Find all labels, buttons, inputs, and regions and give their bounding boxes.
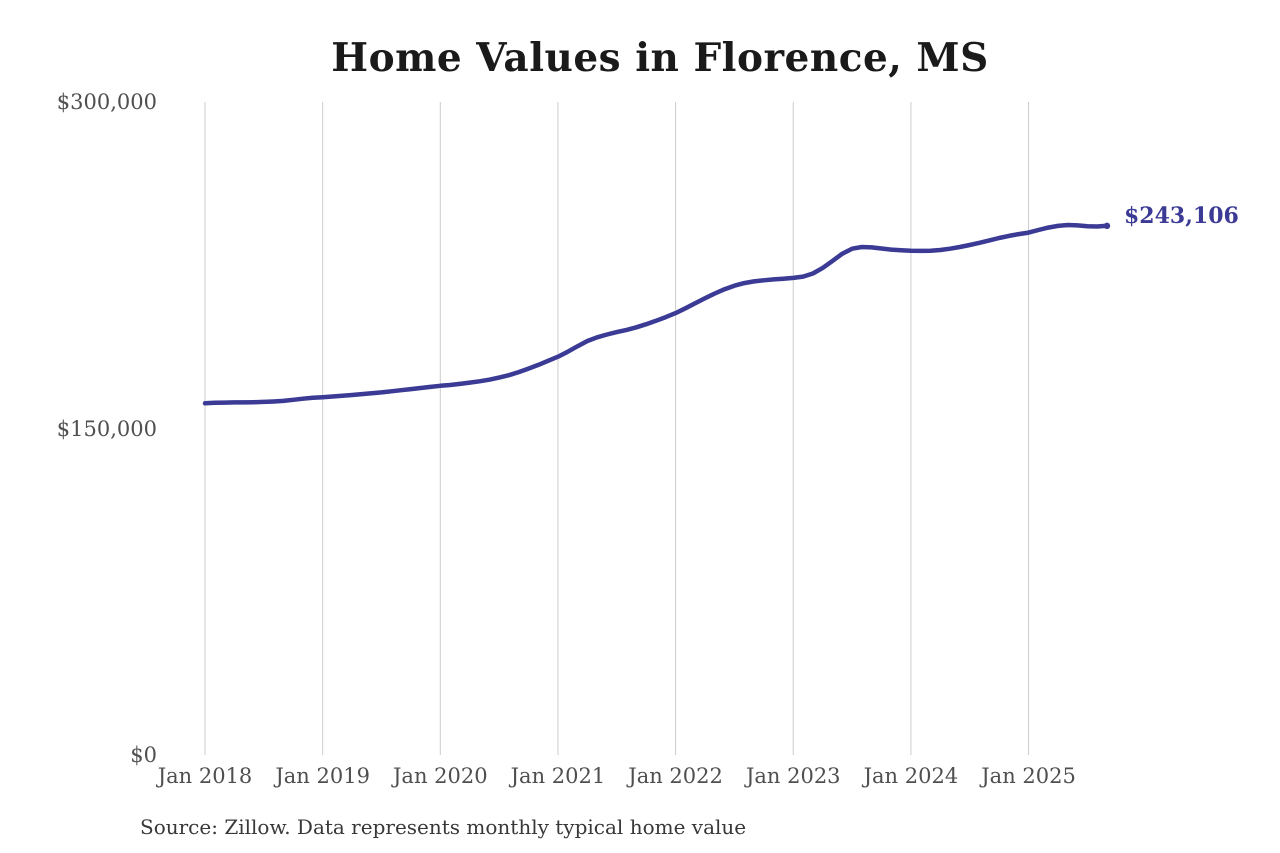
chart-title: Home Values in Florence, MS xyxy=(331,35,989,81)
y-tick-300000: $300,000 xyxy=(56,90,157,114)
x-tick-jan-2018: Jan 2018 xyxy=(157,764,253,788)
x-tick-jan-2025: Jan 2025 xyxy=(981,764,1076,788)
x-tick-jan-2021: Jan 2021 xyxy=(510,764,606,788)
y-tick-0: $0 xyxy=(130,743,157,767)
x-tick-jan-2024: Jan 2024 xyxy=(863,764,959,788)
current-value-label: $243,106 xyxy=(1124,203,1239,229)
home-value-line xyxy=(202,222,1110,406)
line-end-dot xyxy=(1103,222,1111,230)
x-tick-jan-2023: Jan 2023 xyxy=(745,764,841,788)
x-tick-jan-2020: Jan 2020 xyxy=(393,764,488,788)
x-tick-jan-2022: Jan 2022 xyxy=(628,764,723,788)
source-note: Source: Zillow. Data represents monthly … xyxy=(140,815,747,839)
y-tick-150000: $150,000 xyxy=(56,416,157,441)
x-tick-jan-2019: Jan 2019 xyxy=(275,764,370,788)
